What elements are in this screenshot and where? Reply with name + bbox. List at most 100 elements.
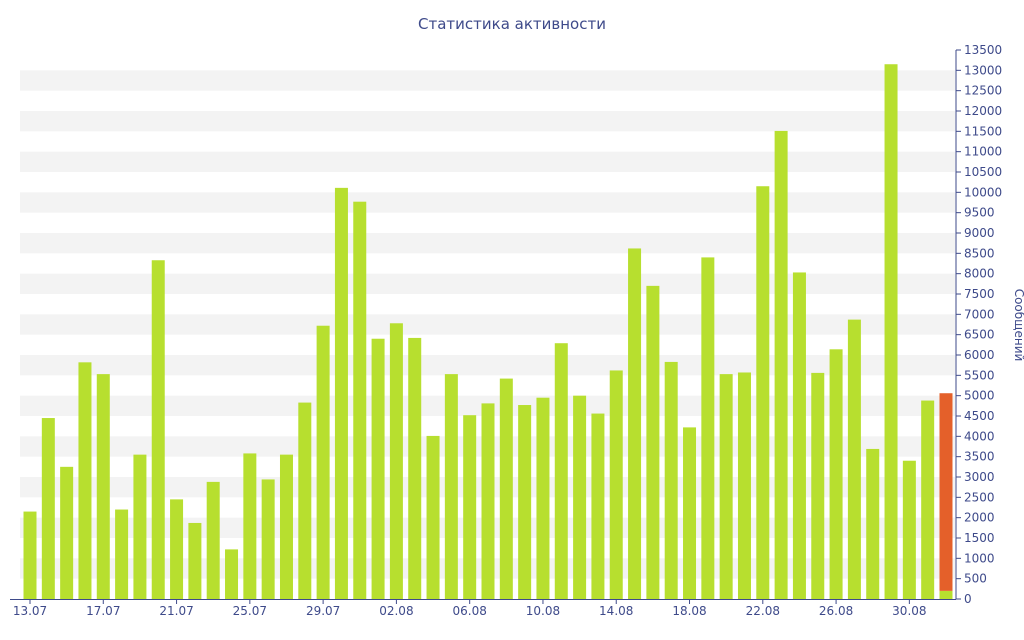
y-tick-label: 12500	[964, 84, 1002, 98]
y-tick-label: 9500	[964, 206, 995, 220]
bar[interactable]	[847, 319, 861, 599]
bar[interactable]	[737, 372, 751, 599]
y-tick-label: 6000	[964, 348, 995, 362]
y-tick-label: 1500	[964, 531, 995, 545]
y-tick-label: 3000	[964, 470, 995, 484]
bar[interactable]	[554, 343, 568, 599]
y-tick-label: 2000	[964, 511, 995, 525]
bar[interactable]	[719, 374, 733, 599]
bar[interactable]	[23, 511, 37, 599]
bar[interactable]	[939, 590, 953, 599]
x-tick-label: 21.07	[159, 604, 193, 618]
bar[interactable]	[866, 448, 880, 599]
bar[interactable]	[188, 522, 202, 599]
bar[interactable]	[151, 260, 165, 599]
grid-band	[20, 355, 955, 376]
bar[interactable]	[664, 361, 678, 599]
bar[interactable]	[609, 370, 623, 599]
bar[interactable]	[60, 466, 74, 599]
bar[interactable]	[371, 338, 385, 599]
bar[interactable]	[225, 549, 239, 599]
bar[interactable]	[41, 418, 55, 599]
x-axis-ticks: 13.07 17.07 21.07 25.07 29.07 02.08 06.08 10.08…	[13, 599, 927, 618]
bar[interactable]	[921, 400, 935, 599]
y-tick-label: 10500	[964, 165, 1002, 179]
grid-band	[20, 192, 955, 213]
bar[interactable]	[518, 405, 532, 599]
grid-band	[20, 70, 955, 91]
bar[interactable]	[811, 372, 825, 599]
bar[interactable]	[444, 374, 458, 599]
y-tick-label: 0	[964, 592, 972, 606]
bar[interactable]	[353, 201, 367, 600]
x-tick-label: 17.07	[86, 604, 120, 618]
bar[interactable]	[279, 454, 293, 599]
bar[interactable]	[96, 374, 110, 599]
y-tick-label: 1000	[964, 551, 995, 565]
bar[interactable]	[829, 349, 843, 599]
bar[interactable]	[756, 186, 770, 599]
bar[interactable]	[261, 479, 275, 599]
grid-band	[20, 111, 955, 132]
x-tick-label: 02.08	[379, 604, 413, 618]
bar[interactable]	[792, 272, 806, 599]
grid-band	[20, 233, 955, 254]
bar[interactable]	[463, 415, 477, 599]
bar[interactable]	[481, 403, 495, 599]
y-tick-label: 4500	[964, 409, 995, 423]
bar-highlight[interactable]	[939, 393, 953, 591]
y-tick-label: 7500	[964, 287, 995, 301]
x-tick-label: 22.08	[746, 604, 780, 618]
bar[interactable]	[389, 323, 403, 599]
x-tick-label: 25.07	[233, 604, 267, 618]
bar[interactable]	[243, 453, 257, 599]
y-tick-label: 5000	[964, 389, 995, 403]
grid-band	[20, 151, 955, 172]
bar[interactable]	[298, 402, 312, 599]
bar[interactable]	[683, 427, 697, 599]
bar-series	[23, 64, 953, 600]
chart-title: Статистика активности	[418, 15, 606, 33]
y-tick-label: 12000	[964, 104, 1002, 118]
bar[interactable]	[426, 435, 440, 599]
y-tick-label: 3500	[964, 450, 995, 464]
bar[interactable]	[206, 481, 220, 599]
bar[interactable]	[591, 413, 605, 599]
bar[interactable]	[884, 64, 898, 599]
bar[interactable]	[115, 509, 129, 599]
y-tick-label: 13000	[964, 63, 1002, 77]
x-tick-label: 10.08	[526, 604, 560, 618]
y-axis-title: Сообщений	[1012, 289, 1024, 362]
bar[interactable]	[78, 362, 92, 599]
x-tick-label: 30.08	[892, 604, 926, 618]
bar[interactable]	[133, 454, 147, 599]
x-tick-label: 06.08	[453, 604, 487, 618]
bar[interactable]	[573, 395, 587, 599]
bar[interactable]	[408, 337, 422, 599]
bar[interactable]	[902, 460, 916, 599]
bar[interactable]	[316, 325, 330, 599]
bar[interactable]	[334, 187, 348, 600]
y-tick-label: 6500	[964, 328, 995, 342]
y-tick-label: 2500	[964, 490, 995, 504]
y-tick-label: 8500	[964, 246, 995, 260]
y-tick-label: 500	[964, 572, 987, 586]
x-tick-label: 29.07	[306, 604, 340, 618]
bar[interactable]	[170, 499, 184, 599]
bar[interactable]	[701, 257, 715, 599]
bar[interactable]	[536, 397, 550, 599]
bar[interactable]	[646, 285, 660, 599]
y-tick-label: 9000	[964, 226, 995, 240]
y-tick-label: 10000	[964, 185, 1002, 199]
bar[interactable]	[774, 130, 788, 599]
bar[interactable]	[628, 248, 642, 599]
x-tick-label: 14.08	[599, 604, 633, 618]
x-tick-label: 26.08	[819, 604, 853, 618]
y-tick-label: 5500	[964, 368, 995, 382]
y-tick-label: 8000	[964, 267, 995, 281]
grid-band	[20, 314, 955, 335]
x-tick-label: 18.08	[672, 604, 706, 618]
y-tick-label: 4000	[964, 429, 995, 443]
bar[interactable]	[499, 378, 513, 599]
